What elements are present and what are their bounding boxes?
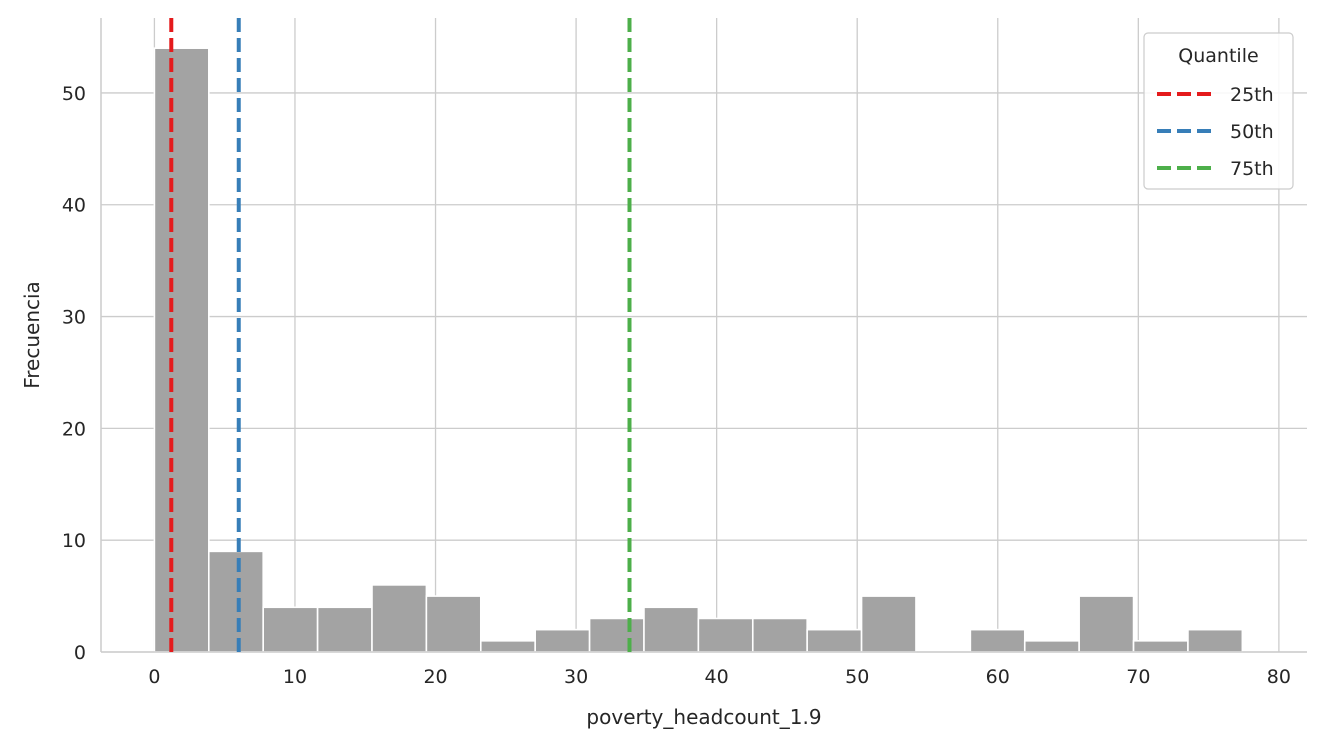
histogram-bar bbox=[1187, 628, 1244, 653]
x-tick-label: 10 bbox=[283, 666, 307, 688]
legend-entries: 25th 50th 75th bbox=[1157, 84, 1274, 180]
x-tick-label: 20 bbox=[423, 666, 447, 688]
grid bbox=[101, 18, 1307, 653]
histogram-bar bbox=[588, 617, 645, 653]
x-tick-label: 80 bbox=[1267, 666, 1291, 688]
y-axis-label: Frecuencia bbox=[20, 281, 44, 389]
histogram-bar bbox=[425, 595, 482, 653]
histogram-bar bbox=[1078, 595, 1135, 653]
x-tick-label: 70 bbox=[1126, 666, 1150, 688]
x-tick-label: 60 bbox=[986, 666, 1010, 688]
x-tick-label: 30 bbox=[564, 666, 588, 688]
legend-title: Quantile bbox=[1178, 45, 1258, 67]
legend-label-25th: 25th bbox=[1230, 84, 1274, 106]
tick-labels: 0 10 20 30 40 50 60 70 80 0 10 20 30 40 50 bbox=[62, 83, 1291, 688]
quantile-lines bbox=[169, 18, 632, 652]
histogram-bar bbox=[806, 628, 863, 653]
histogram-bar bbox=[479, 640, 536, 653]
histogram-bar bbox=[860, 595, 917, 653]
histogram-bar bbox=[697, 617, 754, 653]
histogram-bar bbox=[751, 617, 808, 653]
x-tick-label: 0 bbox=[148, 666, 160, 688]
y-tick-label: 30 bbox=[62, 307, 86, 329]
legend-label-75th: 75th bbox=[1230, 158, 1274, 180]
histogram-bar bbox=[643, 606, 700, 653]
x-tick-label: 40 bbox=[705, 666, 729, 688]
histogram-bar bbox=[316, 606, 373, 653]
histogram-bar bbox=[1132, 640, 1189, 653]
histogram-bar bbox=[153, 47, 210, 653]
histogram-bar bbox=[1023, 640, 1080, 653]
histogram-bar bbox=[208, 550, 265, 653]
x-tick-label: 50 bbox=[845, 666, 869, 688]
histogram-bar bbox=[262, 606, 319, 653]
histogram-bar bbox=[371, 584, 428, 653]
x-axis-label: poverty_headcount_1.9 bbox=[586, 705, 821, 729]
histogram-bar bbox=[534, 628, 591, 653]
axis-spines bbox=[100, 18, 1307, 653]
y-tick-label: 0 bbox=[74, 642, 86, 664]
legend-label-50th: 50th bbox=[1230, 121, 1274, 143]
histogram-bar bbox=[969, 628, 1026, 653]
legend-box bbox=[1143, 32, 1294, 190]
legend: Quantile 25th 50th 75th bbox=[1143, 32, 1294, 190]
y-tick-label: 50 bbox=[62, 83, 86, 105]
y-tick-label: 40 bbox=[62, 195, 86, 217]
y-tick-label: 20 bbox=[62, 418, 86, 440]
histogram-bars bbox=[153, 47, 1244, 653]
y-tick-label: 10 bbox=[62, 530, 86, 552]
